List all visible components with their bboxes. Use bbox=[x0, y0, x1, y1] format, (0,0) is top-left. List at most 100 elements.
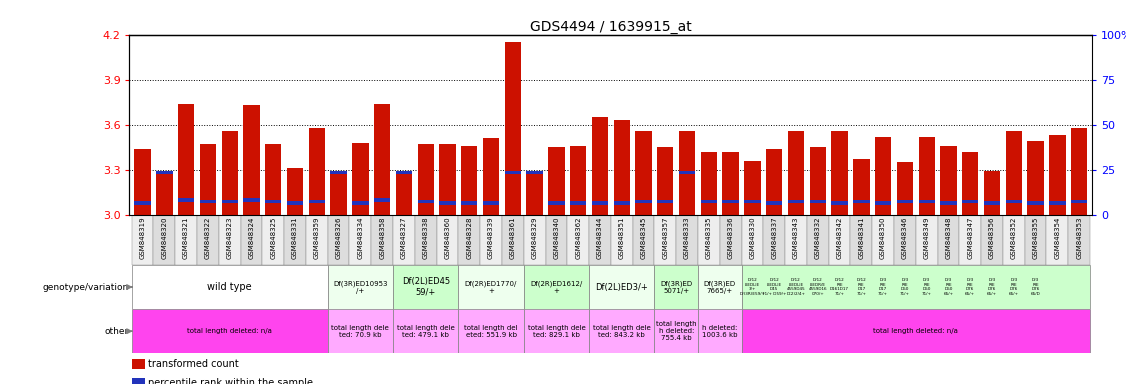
Text: Df3
RIE
D50
71/+: Df3 RIE D50 71/+ bbox=[922, 278, 931, 296]
Bar bbox=[1006, 131, 1022, 215]
Bar bbox=[548, 201, 564, 205]
Text: GSM848328: GSM848328 bbox=[466, 217, 472, 259]
Bar bbox=[414, 215, 437, 265]
Bar bbox=[635, 131, 652, 215]
Text: GSM848345: GSM848345 bbox=[641, 217, 646, 259]
Bar bbox=[524, 309, 589, 353]
Bar bbox=[483, 138, 499, 215]
Text: wild type: wild type bbox=[207, 282, 252, 292]
Text: GSM848358: GSM848358 bbox=[379, 217, 385, 259]
Bar bbox=[654, 309, 698, 353]
Bar bbox=[1071, 128, 1088, 215]
Bar bbox=[548, 147, 564, 215]
Bar bbox=[959, 215, 981, 265]
Bar bbox=[199, 200, 216, 203]
Bar bbox=[854, 159, 869, 215]
Text: total length dele
ted: 829.1 kb: total length dele ted: 829.1 kb bbox=[527, 325, 586, 338]
Bar bbox=[896, 162, 913, 215]
Bar bbox=[1006, 200, 1022, 203]
Bar bbox=[328, 215, 349, 265]
Text: h deleted:
1003.6 kb: h deleted: 1003.6 kb bbox=[701, 325, 738, 338]
Text: Df12
LIEDLIE
D45
71/+ D59/+: Df12 LIEDLIE D45 71/+ D59/+ bbox=[762, 278, 786, 296]
Bar bbox=[265, 144, 282, 215]
Bar bbox=[176, 215, 197, 265]
Bar bbox=[306, 215, 328, 265]
Bar bbox=[938, 215, 959, 265]
Bar bbox=[614, 120, 629, 215]
Text: Df12
LIEDLIE
3/+
Df(3R)E59/+: Df12 LIEDLIE 3/+ Df(3R)E59/+ bbox=[740, 278, 766, 296]
Text: GSM848322: GSM848322 bbox=[205, 217, 211, 259]
Bar bbox=[458, 215, 480, 265]
Bar bbox=[545, 215, 568, 265]
Bar bbox=[700, 152, 717, 215]
Bar bbox=[132, 215, 153, 265]
Bar bbox=[984, 171, 1000, 215]
Bar bbox=[243, 105, 260, 215]
Text: Df(3R)ED
7665/+: Df(3R)ED 7665/+ bbox=[704, 280, 735, 294]
Text: GSM848359: GSM848359 bbox=[314, 217, 320, 259]
Bar bbox=[589, 265, 654, 309]
Bar bbox=[1069, 215, 1090, 265]
Bar bbox=[919, 137, 935, 215]
Bar bbox=[349, 215, 372, 265]
Bar bbox=[698, 309, 742, 353]
Bar bbox=[570, 201, 587, 205]
Text: total length
h deleted:
755.4 kb: total length h deleted: 755.4 kb bbox=[655, 321, 697, 341]
Text: GSM848332: GSM848332 bbox=[815, 217, 821, 259]
Bar bbox=[831, 201, 848, 205]
Bar bbox=[742, 265, 1090, 309]
Text: GSM848323: GSM848323 bbox=[226, 217, 233, 259]
Text: total length dele
ted: 70.9 kb: total length dele ted: 70.9 kb bbox=[331, 325, 390, 338]
Text: Df(2R)ED1770/
+: Df(2R)ED1770/ + bbox=[465, 280, 517, 294]
Bar bbox=[439, 201, 456, 205]
Bar bbox=[875, 137, 892, 215]
Text: GSM848348: GSM848348 bbox=[946, 217, 951, 259]
Text: total length deleted: n/a: total length deleted: n/a bbox=[187, 328, 272, 334]
Text: GSM848343: GSM848343 bbox=[793, 217, 799, 259]
Text: GSM848351: GSM848351 bbox=[619, 217, 625, 259]
Text: Df12
LIEDR/E
4559D16
070/+: Df12 LIEDR/E 4559D16 070/+ bbox=[808, 278, 828, 296]
Bar bbox=[850, 215, 873, 265]
Bar bbox=[894, 215, 915, 265]
Bar bbox=[981, 215, 1003, 265]
Bar bbox=[1025, 215, 1046, 265]
Bar bbox=[437, 215, 458, 265]
Text: Df(2L)ED45
59/+: Df(2L)ED45 59/+ bbox=[402, 277, 449, 297]
Text: other: other bbox=[105, 327, 129, 336]
Bar bbox=[589, 309, 654, 353]
Bar bbox=[984, 201, 1000, 205]
Bar bbox=[352, 143, 368, 215]
Bar bbox=[896, 200, 913, 203]
Bar bbox=[504, 171, 521, 174]
Bar bbox=[287, 169, 303, 215]
Bar bbox=[372, 215, 393, 265]
Bar bbox=[480, 215, 502, 265]
Text: GSM848354: GSM848354 bbox=[1054, 217, 1061, 259]
Bar bbox=[677, 215, 698, 265]
Bar bbox=[504, 42, 521, 215]
Bar bbox=[1027, 141, 1044, 215]
Text: GSM848350: GSM848350 bbox=[881, 217, 886, 259]
Bar bbox=[810, 200, 826, 203]
Text: GSM848362: GSM848362 bbox=[575, 217, 581, 259]
Text: genotype/variation: genotype/variation bbox=[43, 283, 129, 291]
Bar bbox=[723, 200, 739, 203]
Bar bbox=[1046, 215, 1069, 265]
Bar bbox=[658, 147, 673, 215]
Text: GSM848326: GSM848326 bbox=[336, 217, 341, 259]
Bar bbox=[218, 215, 241, 265]
Bar bbox=[679, 131, 695, 215]
Text: Df3
RIE
D76
65/+: Df3 RIE D76 65/+ bbox=[988, 278, 998, 296]
Bar bbox=[134, 201, 151, 205]
Bar bbox=[458, 309, 524, 353]
Bar bbox=[395, 174, 412, 215]
Text: Df3
RIE
D76
65/+: Df3 RIE D76 65/+ bbox=[1009, 278, 1019, 296]
Bar bbox=[854, 200, 869, 203]
Bar bbox=[742, 215, 763, 265]
Bar bbox=[262, 215, 284, 265]
Bar bbox=[393, 215, 414, 265]
Text: GSM848357: GSM848357 bbox=[662, 217, 669, 259]
Bar bbox=[524, 215, 545, 265]
Text: GSM848329: GSM848329 bbox=[531, 217, 537, 259]
Bar bbox=[222, 131, 238, 215]
